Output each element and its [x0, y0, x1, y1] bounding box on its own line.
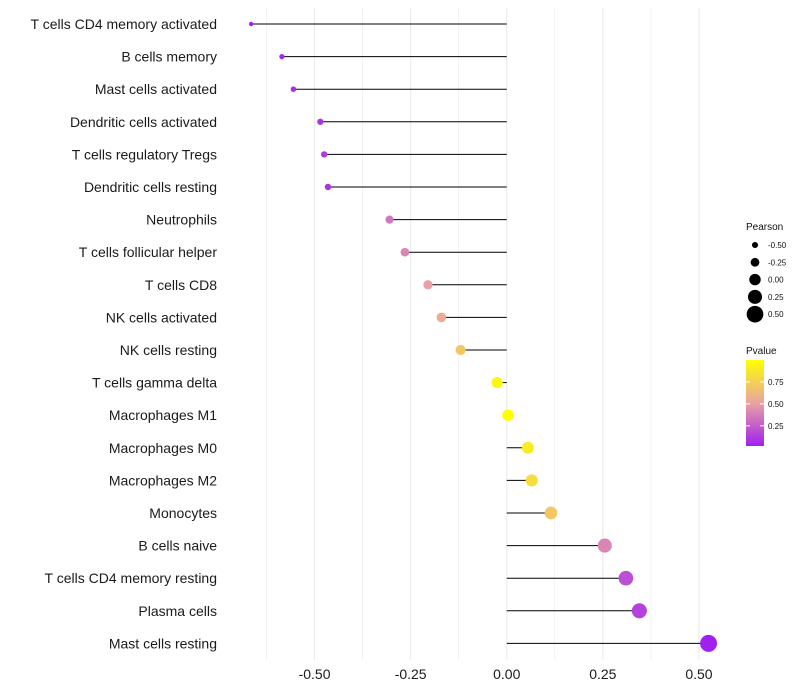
category-label: T cells follicular helper: [79, 244, 218, 260]
size-legend-title: Pearson: [746, 222, 783, 233]
color-legend-label: 0.75: [768, 378, 784, 387]
category-label: NK cells resting: [120, 342, 217, 358]
size-legend-label: 0.25: [768, 293, 784, 302]
category-label: Plasma cells: [138, 603, 217, 619]
data-point: [320, 151, 328, 158]
size-legend: Pearson -0.50 -0.25 0.00 0.25 0.50: [746, 222, 787, 323]
category-label: NK cells activated: [106, 309, 217, 325]
size-legend-label: -0.25: [768, 258, 787, 267]
category-label: Macrophages M0: [109, 440, 217, 456]
size-legend-key: [751, 241, 759, 249]
x-tick-label: 0.50: [685, 666, 712, 682]
data-point: [385, 215, 394, 224]
category-label: Mast cells activated: [95, 81, 217, 97]
size-legend-key: [749, 273, 761, 286]
category-label: T cells CD8: [145, 277, 217, 293]
data-point: [400, 247, 410, 257]
data-points: [248, 21, 718, 652]
y-axis-labels: T cells CD4 memory activated B cells memo…: [31, 16, 218, 651]
size-legend-label: -0.50: [768, 241, 787, 250]
stems: [251, 23, 709, 644]
data-point: [544, 506, 558, 520]
data-point: [279, 53, 285, 60]
category-label: Mast cells resting: [109, 635, 217, 651]
color-legend-label: 0.50: [768, 400, 784, 409]
data-point: [436, 312, 447, 323]
category-label: B cells memory: [121, 49, 217, 65]
data-point: [631, 603, 647, 619]
data-point: [521, 441, 534, 454]
category-label: Dendritic cells resting: [84, 179, 217, 195]
data-point: [525, 474, 538, 487]
category-label: T cells gamma delta: [92, 375, 217, 391]
category-label: Dendritic cells activated: [70, 114, 217, 130]
color-legend-title: Pvalue: [746, 346, 777, 357]
color-legend-bar: [746, 360, 764, 446]
data-point: [317, 118, 324, 125]
size-legend-label: 0.50: [768, 310, 784, 319]
x-axis-tick-labels: -0.50 -0.25 0.00 0.25 0.50: [299, 666, 713, 682]
data-point: [324, 183, 332, 191]
data-point: [455, 344, 466, 356]
data-point: [248, 21, 254, 27]
data-point: [423, 280, 433, 290]
category-label: Monocytes: [149, 505, 217, 521]
color-legend-label: 0.25: [768, 422, 784, 431]
category-label: T cells regulatory Tregs: [72, 146, 217, 162]
category-label: B cells naive: [138, 538, 217, 554]
grid-lines: [266, 8, 700, 660]
size-legend-key: [750, 257, 760, 267]
category-label: T cells CD4 memory activated: [31, 16, 217, 32]
data-point: [597, 538, 612, 553]
x-tick-label: 0.25: [589, 666, 616, 682]
x-tick-label: 0.00: [493, 666, 520, 682]
data-point: [290, 86, 297, 92]
data-point: [618, 570, 634, 586]
data-point: [502, 409, 514, 421]
category-label: Macrophages M2: [109, 472, 217, 488]
data-point: [491, 377, 503, 389]
x-tick-label: -0.25: [395, 666, 427, 682]
category-label: Neutrophils: [146, 212, 217, 228]
category-label: Macrophages M1: [109, 407, 217, 423]
size-legend-key: [747, 289, 763, 304]
size-legend-key: [746, 305, 764, 323]
size-legend-label: 0.00: [768, 276, 784, 285]
x-tick-label: -0.50: [299, 666, 331, 682]
data-point: [700, 634, 718, 652]
color-legend: Pvalue 0.75 0.50 0.25: [746, 346, 784, 446]
category-label: T cells CD4 memory resting: [45, 570, 217, 586]
